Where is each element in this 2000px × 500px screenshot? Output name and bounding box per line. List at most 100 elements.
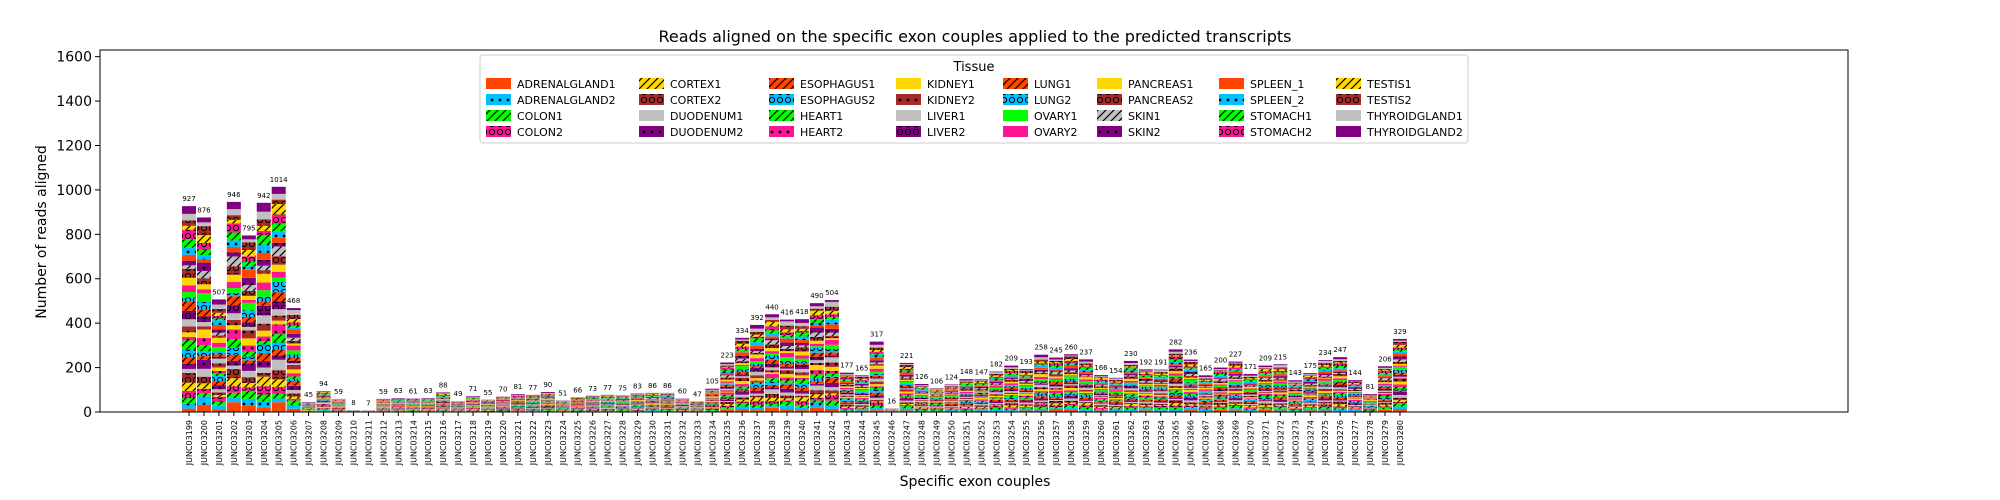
- bar-segment: [959, 405, 974, 407]
- bar-segment: [630, 400, 645, 402]
- bar-segment: [241, 351, 256, 357]
- bar-segment: [1378, 399, 1392, 401]
- bar-total-label: 334: [735, 327, 749, 335]
- bar-segment: [1288, 409, 1303, 411]
- bar-segment: [1138, 375, 1153, 377]
- bar-stack: 70: [495, 385, 510, 412]
- bar-stack: 182: [989, 361, 1004, 412]
- bar-segment: [1258, 405, 1273, 407]
- bar-segment: [1093, 376, 1108, 378]
- bar-segment: [1198, 409, 1213, 412]
- bar-segment: [182, 382, 196, 391]
- bar-segment: [1258, 392, 1273, 394]
- bar-segment: [211, 375, 226, 382]
- bar-segment: [1064, 356, 1079, 359]
- bar-stack: 416: [780, 309, 794, 412]
- bar-segment: [1288, 381, 1303, 383]
- bar-segment: [1288, 405, 1303, 407]
- legend-swatch: [1003, 94, 1028, 105]
- bar-segment: [794, 330, 809, 333]
- bar-segment: [1228, 382, 1243, 385]
- bar-segment: [1198, 380, 1213, 382]
- bar-total-label: 468: [287, 297, 300, 305]
- x-tick-label: JUNC03268: [1217, 420, 1226, 466]
- bar-segment: [1243, 405, 1258, 408]
- bar-segment: [675, 407, 690, 408]
- bar-segment: [824, 370, 839, 374]
- bar-segment: [1333, 390, 1348, 393]
- bar-segment: [436, 392, 451, 394]
- bar-segment: [226, 386, 241, 393]
- bar-segment: [1138, 400, 1153, 402]
- bar-segment: [750, 407, 765, 411]
- bar-segment: [1004, 369, 1019, 371]
- bar-segment: [1243, 386, 1258, 387]
- bar-segment: [466, 405, 481, 406]
- bar-segment: [182, 260, 196, 266]
- bar-segment: [1348, 403, 1363, 405]
- bar-segment: [1004, 408, 1019, 411]
- bar-segment: [1303, 408, 1318, 411]
- bar-segment: [1034, 391, 1049, 393]
- bar-stack: 223: [720, 351, 735, 412]
- bar-segment: [1378, 391, 1392, 394]
- bar-stack: 49: [451, 390, 466, 412]
- bar-segment: [1243, 402, 1258, 404]
- bar-segment: [794, 401, 809, 405]
- bar-segment: [1228, 408, 1243, 411]
- bar-segment: [1348, 406, 1363, 408]
- bar-segment: [1123, 370, 1138, 373]
- bar-segment: [182, 285, 196, 293]
- bar-segment: [1123, 409, 1138, 411]
- bar-segment: [182, 292, 196, 298]
- bar-segment: [271, 355, 286, 360]
- bar-segment: [316, 407, 331, 409]
- bar-segment: [869, 395, 884, 398]
- bar-segment: [630, 410, 645, 412]
- bar-segment: [959, 381, 974, 383]
- bar-segment: [406, 410, 421, 412]
- bar-segment: [750, 397, 765, 402]
- bar-segment: [1168, 383, 1183, 386]
- bar-segment: [750, 358, 765, 362]
- bar-segment: [705, 393, 720, 394]
- bar-segment: [1123, 380, 1138, 383]
- bar-segment: [720, 371, 735, 374]
- bar-segment: [929, 395, 944, 397]
- bar-segment: [1318, 410, 1333, 412]
- bar-segment: [1288, 389, 1303, 390]
- bar-segment: [1064, 354, 1079, 356]
- bar-segment: [660, 410, 675, 412]
- bar-segment: [824, 340, 839, 345]
- bar-segment: [914, 404, 929, 406]
- bar-segment: [1079, 379, 1093, 382]
- bar-segment: [1258, 381, 1273, 384]
- bar-segment: [1213, 391, 1228, 393]
- bar-total-label: 88: [439, 381, 448, 389]
- bar-segment: [481, 400, 495, 402]
- bar-segment: [1019, 369, 1034, 371]
- bar-segment: [1079, 365, 1093, 367]
- bar-segment: [286, 369, 301, 374]
- bar-segment: [1138, 392, 1153, 394]
- bar-segment: [854, 406, 869, 408]
- bar-segment: [286, 308, 301, 311]
- bar-segment: [1378, 408, 1392, 410]
- bar-segment: [1004, 407, 1019, 409]
- bar-segment: [1093, 409, 1108, 411]
- bar-segment: [585, 407, 600, 409]
- bar-segment: [1093, 381, 1108, 383]
- bar-segment: [974, 409, 989, 411]
- bar-segment: [1198, 393, 1213, 395]
- bar-segment: [226, 247, 241, 253]
- bar-segment: [854, 394, 869, 396]
- bar-segment: [735, 394, 750, 398]
- bar-segment: [765, 397, 780, 402]
- legend-swatch: [1336, 126, 1361, 137]
- x-tick-label: JUNC03236: [738, 420, 747, 466]
- bar-segment: [585, 405, 600, 406]
- bar-segment: [645, 402, 660, 403]
- bar-segment: [196, 351, 211, 357]
- bar-segment: [1243, 391, 1258, 393]
- bar-segment: [1049, 363, 1064, 366]
